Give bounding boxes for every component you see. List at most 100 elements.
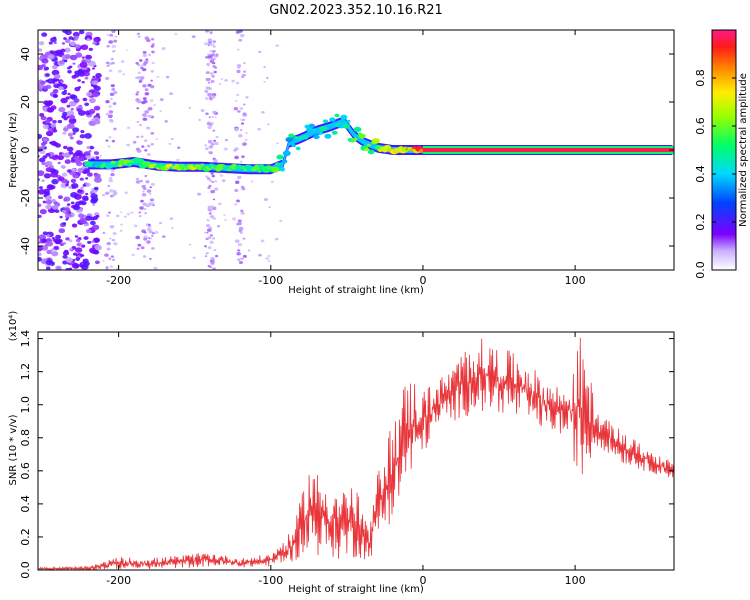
spectrogram-cell bbox=[207, 206, 212, 210]
spectrogram-cell bbox=[143, 237, 148, 241]
spectrogram-cell bbox=[88, 47, 93, 51]
spectrogram-cell bbox=[257, 127, 261, 131]
spectrogram-ridge-cell bbox=[327, 124, 334, 129]
spectrogram-cell bbox=[62, 166, 66, 169]
spectrogram-cell bbox=[108, 176, 113, 180]
spectrogram-ridge-cell bbox=[117, 163, 123, 168]
spectrogram-cell bbox=[82, 170, 88, 175]
spectrogram-cell bbox=[107, 145, 111, 148]
spectrogram-cell bbox=[102, 231, 106, 234]
spectrogram-cell bbox=[80, 130, 85, 134]
spectrogram-cell bbox=[38, 214, 42, 218]
spectrogram-cell bbox=[242, 254, 247, 258]
spectrogram-cell bbox=[209, 72, 214, 75]
spectrogram-cell bbox=[159, 110, 162, 113]
bottom-y-axis-label: SNR (10 * v/v) bbox=[8, 414, 19, 485]
spectrogram-cell bbox=[65, 257, 73, 263]
spectrogram-cell bbox=[63, 89, 67, 93]
spectrogram-cell bbox=[84, 102, 90, 107]
spectrogram-ridge-cell bbox=[319, 126, 328, 132]
spectrogram-cell bbox=[214, 116, 217, 119]
spectrogram-cell bbox=[67, 70, 72, 74]
spectrogram-cell bbox=[82, 97, 88, 102]
spectrogram-cell bbox=[51, 205, 59, 210]
spectrogram-cell bbox=[58, 86, 64, 91]
spectrogram-cell bbox=[60, 80, 64, 83]
bottom-x-tick-label: -200 bbox=[106, 574, 131, 587]
spectrogram-cell bbox=[203, 231, 207, 234]
spectrogram-cell bbox=[106, 44, 110, 48]
spectrogram-cell bbox=[68, 239, 73, 243]
spectrogram-ridge bbox=[84, 113, 674, 175]
spectrogram-cell bbox=[237, 175, 242, 180]
spectrogram-cell bbox=[66, 203, 71, 206]
spectrogram-cell bbox=[146, 240, 151, 244]
spectrogram-cell bbox=[46, 184, 55, 191]
spectrogram-cell bbox=[70, 201, 75, 205]
colorbar-ticks: 0.0 0.2 0.4 0.6 0.8 bbox=[694, 29, 737, 279]
spectrogram-cell bbox=[214, 141, 219, 146]
spectrogram-cell bbox=[51, 198, 57, 203]
spectrogram-cell bbox=[279, 219, 283, 223]
spectrogram-cell bbox=[240, 257, 244, 260]
spectrogram-cell bbox=[139, 124, 142, 127]
spectrogram-cell bbox=[83, 71, 91, 77]
spectrogram-cell bbox=[146, 189, 152, 193]
spectrogram-cell bbox=[53, 36, 57, 40]
spectrogram-cell bbox=[70, 159, 76, 163]
spectrogram-cell bbox=[79, 217, 88, 224]
bottom-x-ticks: -200 -100 0 100 bbox=[106, 332, 586, 587]
spectrogram-cell bbox=[40, 80, 46, 85]
spectrogram-cell bbox=[138, 214, 142, 218]
spectrogram-cell bbox=[238, 229, 243, 233]
spectrogram-cell bbox=[141, 67, 147, 72]
spectrogram-cell bbox=[65, 96, 70, 100]
spectrogram-cell bbox=[85, 182, 91, 187]
spectrogram-cell bbox=[110, 169, 115, 173]
spectrogram-cell bbox=[81, 80, 85, 84]
spectrogram-cell bbox=[93, 36, 101, 43]
spectrogram-cell bbox=[211, 80, 215, 83]
spectrogram-cell bbox=[233, 107, 239, 111]
spectrogram-cell bbox=[89, 220, 96, 226]
spectrogram-cell bbox=[92, 75, 96, 79]
spectrogram-ridge-cell bbox=[364, 147, 370, 152]
spectrogram-cell bbox=[211, 116, 214, 119]
spectrogram-cell bbox=[211, 174, 216, 178]
spectrogram-cell bbox=[38, 41, 45, 46]
spectrogram-cell bbox=[213, 159, 218, 163]
spectrogram-cell bbox=[144, 212, 147, 215]
spectrogram-cell bbox=[104, 191, 110, 195]
spectrogram-cell bbox=[108, 105, 112, 108]
spectrogram-cell bbox=[109, 194, 114, 198]
spectrogram-cell bbox=[38, 252, 42, 257]
spectrogram-cell bbox=[243, 103, 246, 106]
spectrogram-cell bbox=[169, 217, 174, 220]
spectrogram-cell bbox=[105, 99, 110, 104]
spectrogram-cell bbox=[116, 214, 120, 218]
spectrogram-cell bbox=[149, 198, 155, 202]
spectrogram-cell bbox=[105, 267, 109, 270]
spectrogram-cell bbox=[80, 44, 89, 51]
spectrogram-cell bbox=[209, 59, 215, 64]
spectrogram-cell bbox=[151, 61, 155, 65]
spectrogram-cell bbox=[110, 57, 114, 61]
spectrogram-cell bbox=[205, 147, 209, 151]
spectrogram-cell bbox=[85, 58, 92, 64]
spectrogram-cell bbox=[143, 139, 148, 142]
spectrogram-cell bbox=[107, 185, 110, 187]
spectrogram-cell bbox=[242, 62, 246, 65]
spectrogram-cell bbox=[84, 76, 89, 80]
spectrogram-cell bbox=[234, 189, 239, 193]
spectrogram-cell bbox=[145, 180, 150, 184]
spectrogram-cell bbox=[149, 186, 152, 189]
spectrogram-cell bbox=[41, 58, 49, 64]
spectrogram-ridge-cell bbox=[371, 138, 380, 144]
spectrogram-cell bbox=[83, 151, 91, 157]
spectrogram-cell bbox=[91, 118, 96, 122]
spectrogram-cell bbox=[130, 211, 134, 214]
spectrogram-cell bbox=[268, 206, 271, 209]
spectrogram-cell bbox=[112, 102, 117, 105]
spectrogram-cell bbox=[70, 178, 77, 183]
spectrogram-cell bbox=[139, 76, 145, 80]
